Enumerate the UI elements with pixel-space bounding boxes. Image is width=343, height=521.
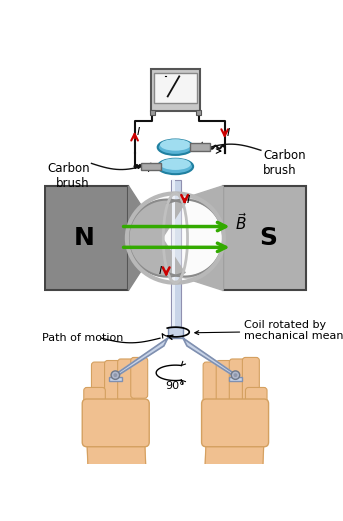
Bar [150, 110, 155, 115]
Bar [223, 185, 306, 290]
Text: $\vec{B}$: $\vec{B}$ [235, 212, 247, 232]
Circle shape [234, 373, 237, 377]
Circle shape [111, 371, 120, 379]
Ellipse shape [158, 159, 193, 174]
Bar [109, 377, 121, 381]
Bar [171, 180, 181, 330]
Text: Coil rotated by
mechanical means: Coil rotated by mechanical means [244, 320, 343, 341]
Polygon shape [110, 338, 168, 380]
Text: I: I [227, 129, 230, 139]
Text: I: I [187, 195, 190, 205]
Bar [196, 110, 201, 115]
FancyBboxPatch shape [216, 361, 233, 412]
Bar [190, 143, 210, 151]
FancyBboxPatch shape [92, 362, 108, 411]
Circle shape [114, 373, 117, 377]
FancyBboxPatch shape [202, 399, 269, 446]
FancyBboxPatch shape [151, 69, 200, 111]
Ellipse shape [128, 195, 222, 281]
Polygon shape [205, 438, 264, 477]
Bar [229, 377, 241, 381]
FancyBboxPatch shape [118, 359, 134, 410]
Ellipse shape [158, 140, 193, 155]
Circle shape [231, 371, 240, 379]
Bar [172, 180, 175, 330]
Text: Path of motion: Path of motion [42, 333, 123, 343]
FancyBboxPatch shape [131, 357, 148, 398]
Text: I: I [158, 266, 162, 276]
FancyBboxPatch shape [246, 388, 267, 418]
Ellipse shape [160, 139, 191, 151]
Bar [168, 327, 183, 338]
Text: Carbon
brush: Carbon brush [263, 148, 306, 177]
Text: I: I [137, 127, 140, 137]
Polygon shape [128, 185, 185, 290]
FancyBboxPatch shape [243, 357, 259, 406]
FancyBboxPatch shape [154, 72, 197, 103]
Ellipse shape [160, 158, 191, 170]
Text: Carbon
brush: Carbon brush [47, 163, 90, 191]
Text: N: N [73, 226, 94, 250]
Text: S: S [259, 226, 277, 250]
Polygon shape [167, 185, 223, 290]
FancyBboxPatch shape [84, 388, 105, 418]
FancyBboxPatch shape [203, 362, 220, 403]
Polygon shape [183, 338, 241, 380]
FancyBboxPatch shape [82, 399, 149, 446]
Polygon shape [87, 438, 146, 477]
FancyBboxPatch shape [105, 361, 121, 413]
Bar [45, 185, 128, 290]
Text: 90°: 90° [166, 380, 185, 391]
Bar [141, 163, 161, 170]
FancyBboxPatch shape [229, 359, 246, 412]
